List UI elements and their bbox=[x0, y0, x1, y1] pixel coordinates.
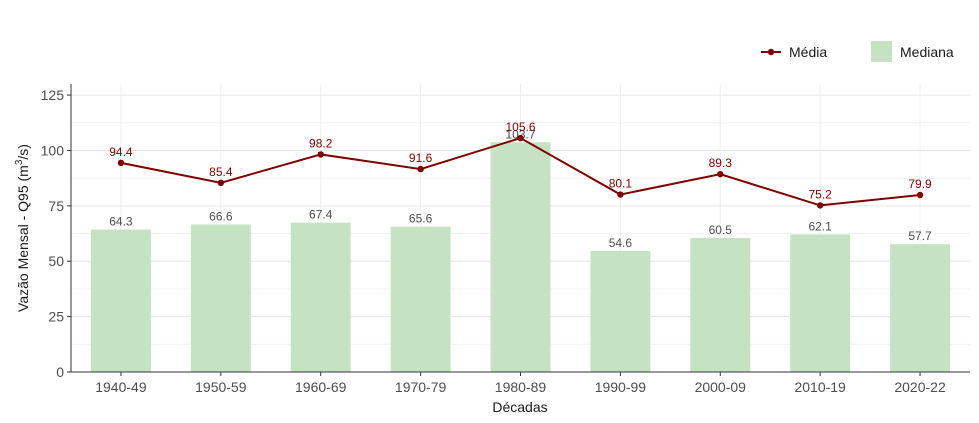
bar-value-label: 103.7 bbox=[505, 127, 535, 141]
y-tick-label: 125 bbox=[41, 87, 65, 103]
bar-1940-49 bbox=[90, 229, 151, 372]
bar-2000-09 bbox=[690, 237, 751, 372]
bar-1980-89 bbox=[490, 142, 551, 372]
y-tick-label: 75 bbox=[48, 198, 64, 214]
legend: Média Mediana bbox=[761, 41, 954, 62]
line-value-label: 89.3 bbox=[709, 156, 733, 170]
line-series bbox=[117, 134, 924, 209]
line-value-label: 80.1 bbox=[609, 177, 633, 191]
ticks: 0 25 50 75 100 125 1940-49 1950-59 1960-69 1970-7… bbox=[41, 87, 946, 395]
bar-1960-69 bbox=[290, 222, 351, 372]
bar-2020-22 bbox=[890, 244, 951, 372]
x-tick-label: 2000-09 bbox=[695, 379, 747, 395]
x-tick-label: 1960-69 bbox=[295, 379, 347, 395]
bar-1970-79 bbox=[390, 226, 451, 372]
bar-1950-59 bbox=[190, 224, 251, 372]
x-axis-title: Décadas bbox=[492, 399, 547, 415]
bars bbox=[90, 142, 951, 372]
bar-value-label: 62.1 bbox=[808, 219, 832, 233]
legend-media-label: Média bbox=[789, 44, 827, 60]
bar-value-label: 64.3 bbox=[109, 215, 133, 229]
y-tick-label: 100 bbox=[41, 142, 65, 158]
media-point bbox=[317, 151, 324, 158]
bar-1990-99 bbox=[590, 251, 651, 372]
x-tick-label: 1970-79 bbox=[395, 379, 447, 395]
media-point bbox=[916, 191, 924, 199]
x-tick-label: 2010-19 bbox=[794, 379, 846, 395]
y-axis-title: Vazão Mensal - Q95 (m3/s) bbox=[14, 144, 31, 312]
bar-value-label: 60.5 bbox=[709, 223, 733, 237]
line-value-label: 79.9 bbox=[908, 177, 932, 191]
legend-mediana-label: Mediana bbox=[900, 44, 954, 60]
x-tick-label: 2020-22 bbox=[894, 379, 946, 395]
line-value-label: 105.6 bbox=[505, 120, 535, 134]
line-value-label: 91.6 bbox=[409, 151, 433, 165]
x-tick-label: 1990-99 bbox=[595, 379, 647, 395]
line-labels: 94.4 85.4 98.2 91.6 105.6 80.1 89.3 75.2 79.9 bbox=[109, 120, 932, 201]
x-tick-label: 1940-49 bbox=[95, 379, 147, 395]
x-tick-label: 1980-89 bbox=[495, 379, 547, 395]
bar-value-label: 67.4 bbox=[309, 208, 333, 222]
y-tick-label: 50 bbox=[48, 253, 64, 269]
bar-value-label: 54.6 bbox=[609, 236, 633, 250]
media-point bbox=[217, 179, 225, 187]
y-axis-title-sup: 3 bbox=[14, 159, 25, 165]
y-axis-title-text: Vazão Mensal - Q95 (m bbox=[15, 165, 31, 312]
bar-labels: 64.3 66.6 67.4 65.6 103.7 54.6 60.5 62.1 57.7 bbox=[109, 127, 932, 250]
line-value-label: 98.2 bbox=[309, 136, 333, 150]
line-value-label: 75.2 bbox=[808, 187, 832, 201]
media-point bbox=[617, 191, 624, 198]
x-tick-label: 1950-59 bbox=[195, 379, 247, 395]
y-axis-title-unit: /s) bbox=[15, 144, 31, 160]
media-point bbox=[717, 170, 724, 178]
media-point bbox=[816, 202, 824, 209]
media-point bbox=[117, 159, 125, 167]
y-tick-label: 0 bbox=[56, 364, 64, 380]
legend-media-point bbox=[767, 48, 775, 56]
media-point bbox=[417, 165, 424, 173]
bar-value-label: 65.6 bbox=[409, 212, 433, 226]
bar-2010-19 bbox=[790, 234, 851, 372]
legend-mediana-box bbox=[871, 41, 892, 62]
bar-value-label: 57.7 bbox=[908, 229, 932, 243]
media-point bbox=[517, 134, 524, 142]
line-value-label: 85.4 bbox=[209, 165, 233, 179]
bar-value-label: 66.6 bbox=[209, 209, 233, 223]
line-value-label: 94.4 bbox=[109, 145, 133, 159]
y-tick-label: 25 bbox=[48, 309, 64, 325]
